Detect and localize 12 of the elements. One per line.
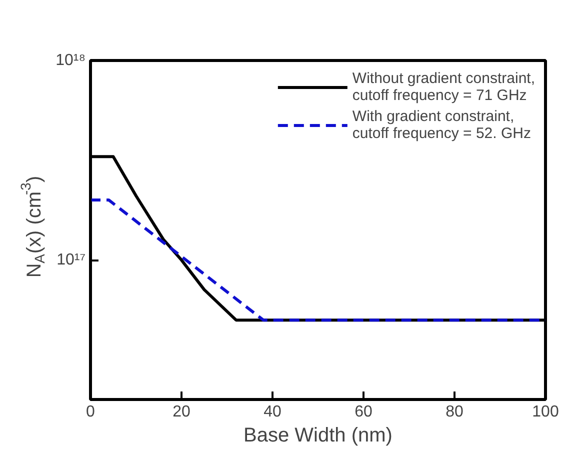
legend-label: With gradient constraint, cutoff frequency = 52. GHz	[352, 108, 531, 142]
y-axis-title: NA(x) (cm-3)	[18, 176, 48, 278]
x-tick-label: 100	[532, 404, 559, 420]
x-tick-label: 40	[264, 404, 282, 420]
y-tick-label: 10¹⁷	[56, 252, 86, 269]
x-axis-title: Base Width (nm)	[244, 424, 392, 446]
x-tick-label: 60	[354, 404, 372, 420]
x-tick-label: 80	[446, 404, 464, 420]
x-tick-label: 20	[172, 404, 190, 420]
legend-label: Without gradient constraint, cutoff frequency = 71 GHz	[352, 70, 535, 104]
x-tick-label: 0	[86, 404, 96, 420]
y-tick-label: 10¹⁸	[56, 52, 86, 69]
